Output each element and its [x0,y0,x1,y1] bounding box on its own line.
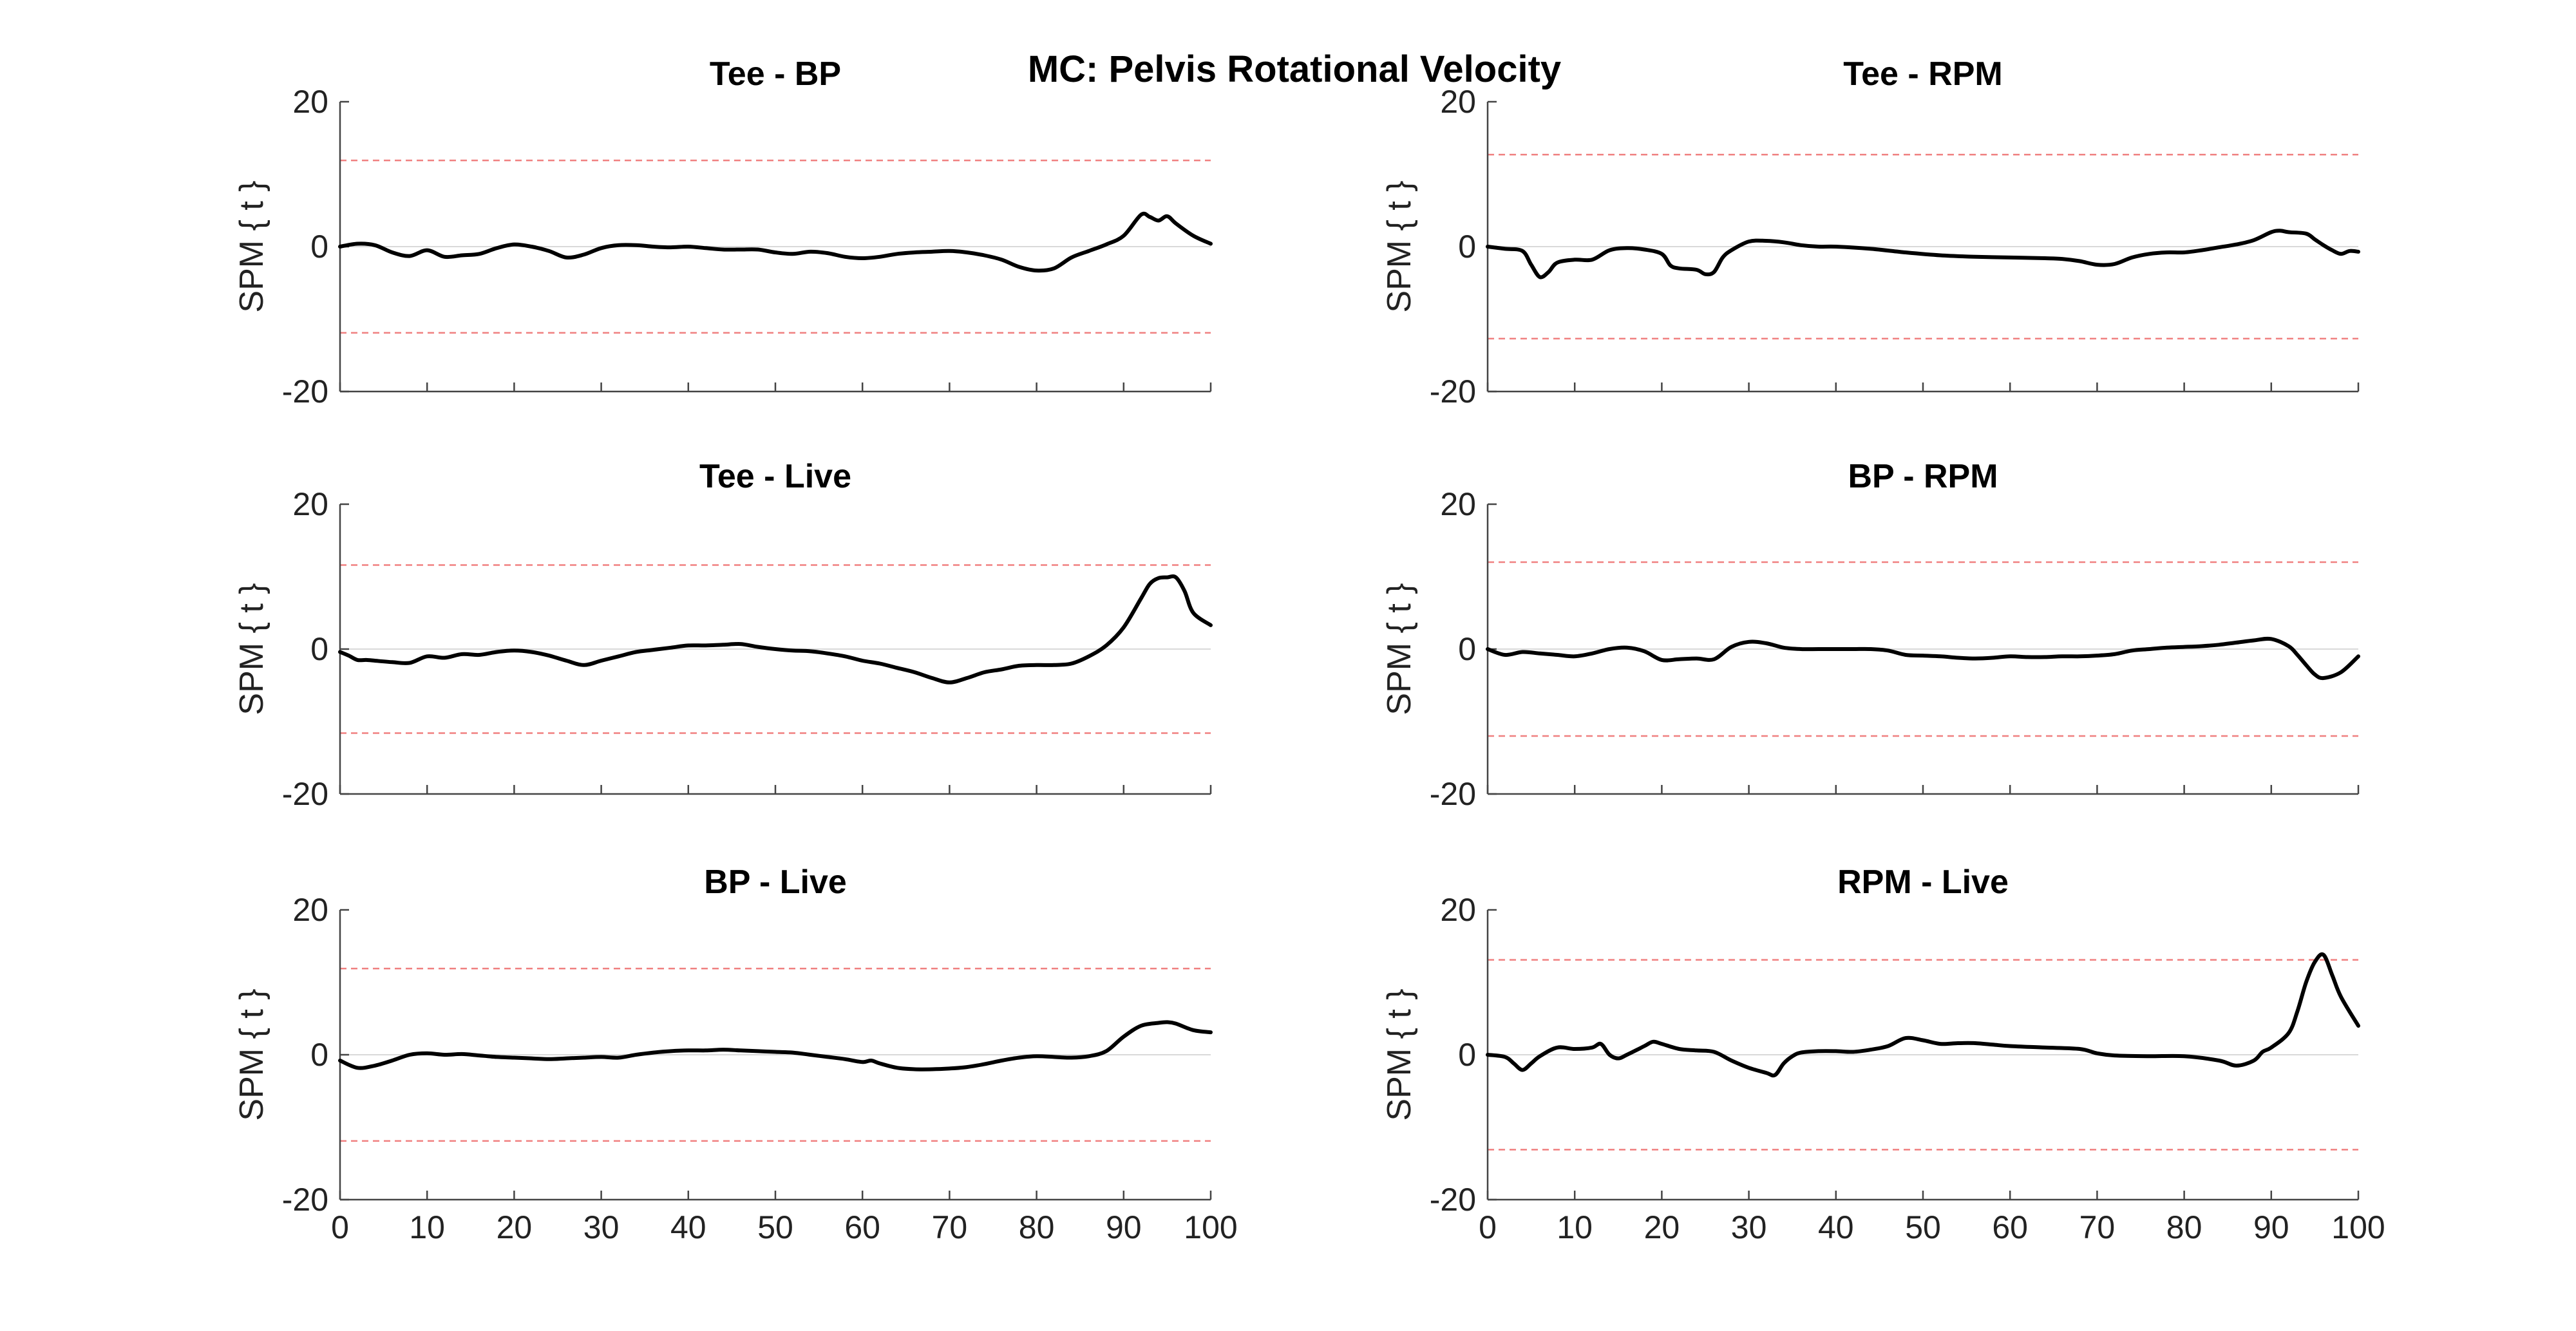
y-tick-label: -20 [1430,776,1476,812]
x-tick-label: 80 [1019,1209,1055,1245]
y-axis-label: SPM { t } [233,988,270,1120]
y-tick-label: -20 [282,776,328,812]
x-tick-label: 50 [757,1209,793,1245]
y-axis-label: SPM { t } [233,180,270,312]
y-tick-label: 20 [1440,84,1476,120]
y-tick-label: 0 [310,229,328,265]
x-tick-label: 70 [2079,1209,2116,1245]
spm-t-curve [1486,229,2360,279]
x-tick-label: 30 [1731,1209,1767,1245]
y-axis-label: SPM { t } [1381,583,1418,715]
y-tick-label: 0 [310,1037,328,1073]
y-axis-label: SPM { t } [1381,180,1418,312]
panel-title: BP - RPM [1848,458,1998,495]
x-tick-label: 70 [932,1209,968,1245]
y-tick-label: 20 [292,84,328,120]
panel-title: Tee - BP [710,55,841,93]
x-tick-label: 90 [1106,1209,1142,1245]
y-tick-label: -20 [1430,373,1476,410]
spm-t-curve [338,211,1213,273]
x-tick-label: 0 [331,1209,349,1245]
subplot-panel: Tee - RPM SPM { t } -20 0 20 [1381,55,2360,410]
panel-title: Tee - RPM [1843,55,2003,93]
y-tick-label: 20 [1440,892,1476,928]
x-tick-label: 10 [1557,1209,1593,1245]
subplot-panel: Tee - BP SPM { t } -20 0 20 [233,55,1213,410]
figure-title: MC: Pelvis Rotational Velocity [1028,48,1561,90]
subplot-panel: BP - RPM SPM { t } -20 0 20 [1381,458,2360,812]
x-tick-label: 90 [2253,1209,2289,1245]
spm-t-curve [338,574,1213,684]
y-axis-label: SPM { t } [233,583,270,715]
y-tick-label: 0 [310,631,328,667]
x-tick-label: 40 [1818,1209,1854,1245]
spm-t-curve [1486,952,2360,1078]
x-tick-label: 50 [1905,1209,1941,1245]
y-tick-label: 0 [1458,631,1476,667]
panel-title: RPM - Live [1837,864,2009,901]
y-axis-label: SPM { t } [1381,988,1418,1120]
y-tick-label: -20 [1430,1182,1476,1218]
x-tick-label: 40 [670,1209,706,1245]
x-tick-label: 80 [2166,1209,2202,1245]
x-tick-label: 100 [2331,1209,2385,1245]
subplot-panel: Tee - Live SPM { t } -20 0 20 [233,458,1213,812]
x-tick-label: 10 [409,1209,445,1245]
x-tick-label: 60 [1992,1209,2028,1245]
x-tick-label: 20 [1644,1209,1680,1245]
y-tick-label: -20 [282,373,328,410]
y-tick-label: -20 [282,1182,328,1218]
x-tick-label: 0 [1479,1209,1497,1245]
x-tick-label: 20 [497,1209,533,1245]
y-tick-label: 20 [292,486,328,522]
y-tick-label: 20 [292,892,328,928]
x-tick-label: 30 [583,1209,620,1245]
spm-t-curve [338,1020,1213,1071]
panel-title: Tee - Live [699,458,851,495]
y-tick-label: 0 [1458,229,1476,265]
x-tick-label: 100 [1184,1209,1237,1245]
spm-t-curve [1486,636,2360,681]
y-tick-label: 0 [1458,1037,1476,1073]
x-tick-label: 60 [844,1209,880,1245]
panel-title: BP - Live [704,864,847,901]
y-tick-label: 20 [1440,486,1476,522]
